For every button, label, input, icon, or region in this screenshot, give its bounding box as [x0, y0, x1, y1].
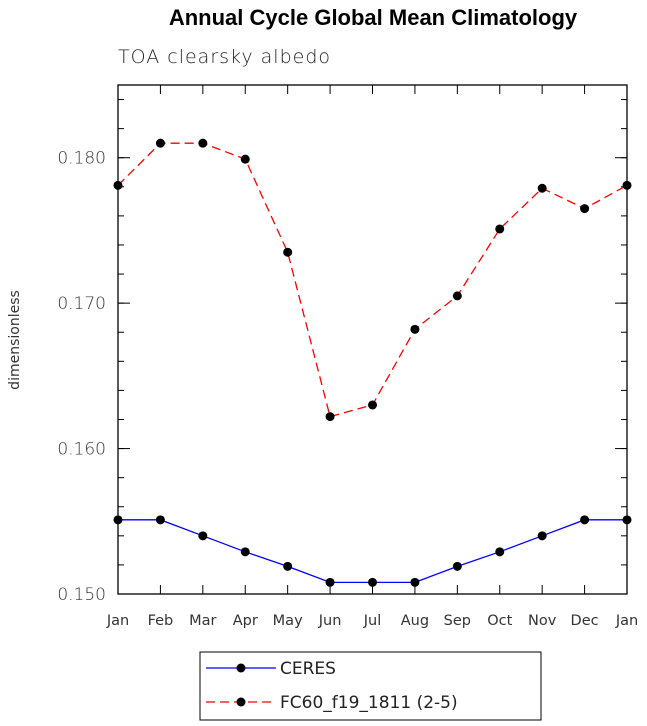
x-tick-label: May [273, 613, 303, 629]
data-point [495, 224, 505, 234]
x-tick-label: Dec [571, 613, 599, 629]
data-point [622, 180, 632, 190]
data-point [283, 561, 293, 571]
x-tick-label: Feb [148, 613, 174, 629]
data-point [113, 180, 123, 190]
data-point [410, 324, 420, 334]
data-point [495, 547, 505, 557]
x-tick-label: Jan [106, 613, 129, 629]
x-tick-label: Nov [528, 613, 557, 629]
data-point [240, 547, 250, 557]
data-point [325, 412, 335, 422]
data-point [240, 154, 250, 164]
x-tick-label: Aug [401, 613, 429, 629]
x-tick-label: Jul [363, 613, 382, 629]
legend: CERES FC60_f19_1811 (2-5) [199, 651, 542, 721]
data-point [113, 515, 123, 525]
data-point [452, 291, 462, 301]
series-line-fc60-f19-1811-2-5- [117, 142, 628, 418]
data-point [198, 138, 208, 148]
y-axis-label: dimensionless [7, 290, 23, 390]
data-point [198, 531, 208, 541]
data-point [622, 515, 632, 525]
y-tick-label: 0.160 [57, 440, 106, 460]
data-point [368, 577, 377, 587]
y-tick-label: 0.170 [57, 294, 106, 314]
legend-label: CERES [280, 659, 336, 679]
data-point [580, 515, 590, 525]
x-tick-label: Jun [318, 613, 342, 629]
x-tick-label: Jan [615, 613, 638, 629]
data-point [580, 204, 590, 214]
x-tick-label: Oct [487, 613, 512, 629]
data-point [155, 515, 165, 525]
data-point [155, 138, 165, 148]
legend-box [199, 651, 542, 721]
data-point [368, 400, 377, 410]
plot-frame [117, 84, 628, 595]
legend-marker [236, 697, 246, 707]
data-point [325, 577, 335, 587]
data-point [537, 183, 547, 193]
y-tick-label: 0.180 [57, 149, 106, 169]
x-tick-label: Sep [444, 613, 471, 629]
x-tick-label: Apr [233, 613, 258, 629]
series-line-ceres [118, 519, 627, 584]
legend-label: FC60_f19_1811 (2-5) [280, 693, 458, 713]
chart-subtitle: TOA clearsky albedo [118, 46, 331, 68]
chart-title: Annual Cycle Global Mean Climatology [169, 5, 578, 30]
data-point [410, 577, 420, 587]
data-point [452, 561, 462, 571]
y-tick-label: 0.150 [57, 585, 106, 605]
x-tick-label: Mar [189, 613, 216, 629]
data-point [537, 531, 547, 541]
data-point [283, 247, 293, 257]
legend-marker [236, 663, 246, 673]
